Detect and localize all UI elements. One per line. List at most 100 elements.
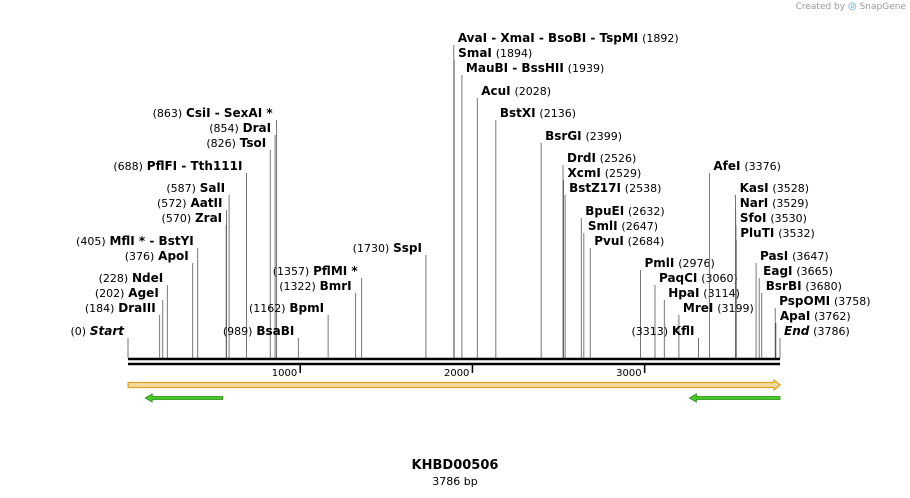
site-position: (3680) (805, 280, 842, 293)
backbone-feature[interactable] (127, 378, 781, 392)
site-name: SmlI (588, 219, 618, 233)
site-position: (3114) (703, 287, 740, 300)
site-label: PvuI (2684) (594, 234, 664, 248)
ruler-tick-label: 3000 (616, 368, 641, 379)
site-bmri[interactable]: (1322) BmrI (279, 279, 357, 358)
site-label: HpaI (3114) (668, 286, 740, 300)
site-mfli-bstyi[interactable]: (405) MflI * - BstYI (76, 234, 199, 358)
site-eagi[interactable]: EagI (3665) (758, 264, 833, 358)
site-bpmi[interactable]: (1162) BpmI (249, 301, 329, 358)
site-maubi-bsshii[interactable]: MauBI - BssHII (1939) (461, 61, 604, 358)
site-start[interactable]: (0) Start (70, 324, 129, 358)
site-position: (1892) (642, 32, 679, 45)
site-label: PmlI (2976) (645, 256, 715, 270)
site-xcmi[interactable]: XcmI (2529) (563, 166, 642, 358)
site-agei[interactable]: (202) AgeI (95, 286, 164, 358)
site-label: (572) AatII (157, 196, 222, 210)
site-name: BmrI (320, 279, 352, 293)
site-label: (826) TsoI (206, 136, 266, 150)
site-position: (570) (162, 212, 192, 225)
site-label: NarI (3529) (740, 196, 809, 210)
site-pvui[interactable]: PvuI (2684) (589, 234, 664, 358)
site-pasi[interactable]: PasI (3647) (755, 249, 829, 358)
site-position: (1322) (279, 280, 316, 293)
site-acui[interactable]: AcuI (2028) (476, 84, 551, 358)
site-position: (3758) (834, 295, 871, 308)
site-position: (202) (95, 287, 125, 300)
plasmid-name: KHBD00506 (411, 458, 499, 473)
site-name: MreI (683, 301, 713, 315)
site-position: (3532) (778, 227, 815, 240)
site-sali[interactable]: (587) SalI (166, 181, 230, 358)
site-drdi[interactable]: DrdI (2526) (562, 151, 636, 358)
site-position: (1162) (249, 302, 286, 315)
site-position: (3376) (744, 160, 781, 173)
site-label: (202) AgeI (95, 286, 159, 300)
site-pflfi-tth111i[interactable]: (688) PflFI - Tth111I (113, 159, 247, 358)
site-position: (1894) (496, 47, 533, 60)
site-position: (376) (125, 250, 155, 263)
site-position: (2399) (585, 130, 622, 143)
site-label: EagI (3665) (763, 264, 833, 278)
site-label: BstXI (2136) (500, 106, 576, 120)
site-name: SspI (393, 241, 422, 255)
site-position: (587) (166, 182, 196, 195)
site-ndei[interactable]: (228) NdeI (99, 271, 168, 358)
features (127, 378, 781, 403)
site-pflmi[interactable]: (1357) PflMI * (273, 264, 363, 358)
site-name: PaqCI (659, 271, 697, 285)
site-smai[interactable]: SmaI (1894) (453, 46, 533, 358)
site-end[interactable]: End (3786) (779, 324, 850, 358)
left-arrow-feature[interactable] (144, 393, 224, 403)
right-arrow-feature[interactable] (688, 393, 781, 403)
site-name: SalI (200, 181, 225, 195)
site-label: DrdI (2526) (567, 151, 636, 165)
site-smli[interactable]: SmlI (2647) (583, 219, 658, 358)
site-name: AgeI (128, 286, 158, 300)
site-bstxi[interactable]: BstXI (2136) (495, 106, 576, 358)
site-bsabi[interactable]: (989) BsaBI (223, 324, 299, 358)
site-tsoi[interactable]: (826) TsoI (206, 136, 271, 358)
site-label: PaqCI (3060) (659, 271, 738, 285)
site-label: (228) NdeI (99, 271, 164, 285)
site-name: NarI (740, 196, 769, 210)
site-position: (2028) (514, 85, 551, 98)
site-draiii[interactable]: (184) DraIII (85, 301, 161, 358)
site-apoi[interactable]: (376) ApoI (125, 249, 194, 358)
site-name: DraI (243, 121, 271, 135)
site-bsrbi[interactable]: BsrBI (3680) (761, 279, 842, 358)
site-label: (989) BsaBI (223, 324, 294, 338)
site-position: (2684) (628, 235, 665, 248)
site-drai[interactable]: (854) DraI (209, 121, 276, 358)
site-hpai[interactable]: HpaI (3114) (663, 286, 740, 358)
site-name: AatII (190, 196, 222, 210)
site-csii-sexai[interactable]: (863) CsiI - SexAI * (153, 106, 278, 358)
site-label: End (3786) (784, 324, 850, 338)
site-kfli[interactable]: (3313) KflI (631, 324, 699, 358)
site-paqci[interactable]: PaqCI (3060) (654, 271, 738, 358)
site-label: (854) DraI (209, 121, 271, 135)
site-apai[interactable]: ApaI (3762) (775, 309, 851, 358)
site-label: MauBI - BssHII (1939) (466, 61, 604, 75)
site-position: (405) (76, 235, 106, 248)
site-position: (3530) (770, 212, 807, 225)
site-bstz17i[interactable]: BstZ17I (2538) (564, 181, 661, 358)
site-pspomi[interactable]: PspOMI (3758) (774, 294, 871, 358)
site-sspi[interactable]: (1730) SspI (353, 241, 427, 358)
site-pmli[interactable]: PmlI (2976) (640, 256, 715, 358)
site-pluti[interactable]: PluTI (3532) (735, 226, 815, 358)
site-name: PflMI * (313, 264, 358, 278)
site-position: (989) (223, 325, 253, 338)
site-bpuei[interactable]: BpuEI (2632) (580, 204, 665, 358)
site-bsrgi[interactable]: BsrGI (2399) (540, 129, 622, 358)
site-aatii[interactable]: (572) AatII (157, 196, 227, 358)
ruler-tick-label: 2000 (444, 368, 469, 379)
site-afei[interactable]: AfeI (3376) (708, 159, 781, 358)
site-label: BsrBI (3680) (766, 279, 842, 293)
site-position: (3529) (772, 197, 809, 210)
credit-brand: SnapGene (859, 2, 906, 12)
site-position: (3313) (631, 325, 668, 338)
site-label: (1322) BmrI (279, 279, 351, 293)
site-name: BpuEI (585, 204, 624, 218)
